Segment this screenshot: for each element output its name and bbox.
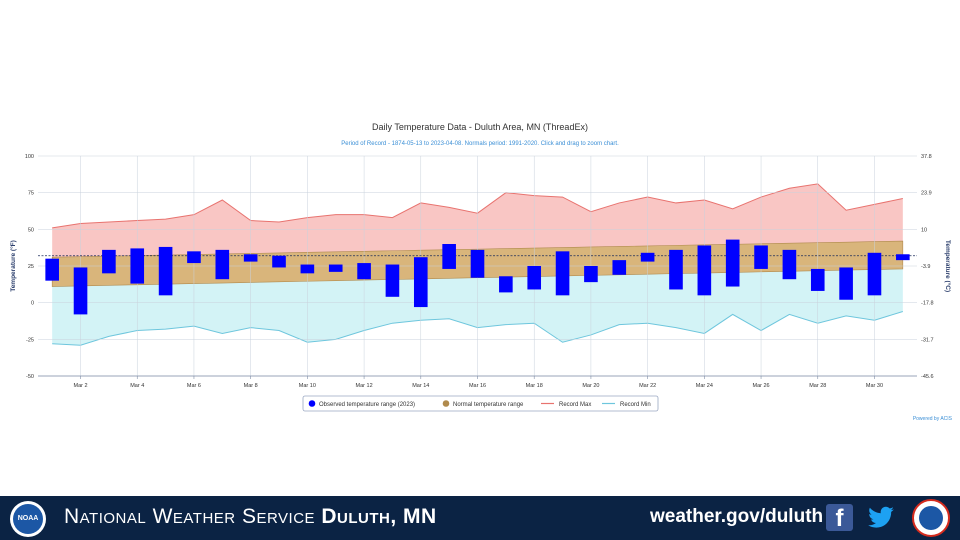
observed-range-bar[interactable] [725, 239, 740, 287]
y-tick-label-left: 25 [28, 264, 34, 270]
x-tick-label: Mar 30 [866, 383, 883, 389]
x-tick-label: Mar 6 [187, 383, 201, 389]
y-tick-label-right: -31.7 [921, 337, 934, 343]
x-tick-label: Mar 16 [469, 383, 486, 389]
x-tick-label: Mar 20 [582, 383, 599, 389]
x-tick-label: Mar 12 [356, 383, 373, 389]
twitter-icon[interactable] [866, 504, 896, 532]
observed-range-bar[interactable] [499, 276, 513, 293]
x-tick-label: Mar 4 [130, 383, 144, 389]
observed-range-bar[interactable] [782, 249, 797, 280]
y-tick-label-right: -3.9 [921, 264, 930, 270]
observed-range-bar[interactable] [555, 251, 570, 296]
observed-range-bar[interactable] [754, 245, 768, 269]
legend-normal-marker [442, 400, 450, 407]
observed-range-bar[interactable] [73, 267, 88, 315]
observed-range-bar[interactable] [385, 264, 400, 297]
noaa-logo-icon[interactable]: NOAA [10, 501, 46, 537]
y-tick-label-right: 23.9 [921, 191, 932, 197]
nws-footer-banner: NOAA National Weather Service Duluth, MN… [0, 496, 960, 540]
x-tick-label: Mar 10 [299, 383, 316, 389]
observed-range-bar[interactable] [867, 252, 882, 296]
footer-website-link[interactable]: weather.gov/duluth [650, 506, 824, 527]
observed-range-bar[interactable] [612, 260, 627, 275]
x-tick-label: Mar 8 [244, 383, 258, 389]
facebook-icon[interactable]: f [826, 504, 853, 532]
observed-range-bar[interactable] [669, 249, 683, 290]
x-tick-label: Mar 24 [696, 383, 713, 389]
observed-range-bar[interactable] [328, 264, 343, 272]
footer-title: National Weather Service Duluth, MN [64, 505, 437, 529]
y-tick-label-left: 50 [28, 227, 34, 233]
acis-credit[interactable]: Powered by ACIS [913, 416, 953, 422]
observed-range-bar[interactable] [158, 246, 173, 296]
observed-range-bar[interactable] [357, 263, 371, 280]
legend-record-max-label[interactable]: Record Max [559, 402, 591, 408]
observed-range-bar[interactable] [102, 249, 116, 274]
observed-range-bar[interactable] [442, 244, 456, 269]
x-tick-label: Mar 22 [639, 383, 656, 389]
y-tick-label-right: -45.6 [921, 374, 934, 380]
observed-range-bar[interactable] [640, 252, 655, 262]
observed-range-bar[interactable] [470, 249, 485, 278]
legend-record-min-label[interactable]: Record Min [620, 402, 651, 408]
x-tick-label: Mar 14 [412, 383, 429, 389]
x-tick-label: Mar 26 [752, 383, 769, 389]
y-axis-left-label: Temperature (°F) [9, 240, 17, 292]
observed-range-bar[interactable] [272, 255, 286, 268]
observed-range-bar[interactable] [527, 266, 542, 290]
y-tick-label-left: -50 [26, 374, 34, 380]
y-tick-label-right: -17.8 [921, 301, 934, 307]
chart-subtitle: Period of Record - 1874-05-13 to 2023-04… [341, 141, 619, 147]
x-tick-label: Mar 28 [809, 383, 826, 389]
observed-range-bar[interactable] [810, 268, 825, 291]
chart-title: Daily Temperature Data - Duluth Area, MN… [372, 122, 588, 132]
observed-range-bar[interactable] [896, 254, 910, 261]
observed-range-bar[interactable] [45, 258, 59, 281]
observed-range-bar[interactable] [243, 254, 258, 262]
y-axis-right-label: Temperature (°C) [944, 240, 952, 292]
observed-range-bar[interactable] [584, 266, 598, 283]
y-tick-label-left: 0 [31, 301, 34, 307]
y-tick-label-left: 75 [28, 191, 34, 197]
observed-range-bar[interactable] [215, 249, 230, 280]
observed-range-bar[interactable] [130, 248, 145, 284]
x-tick-label: Mar 2 [74, 383, 88, 389]
chart-legend: Observed temperature range (2023) Normal… [302, 395, 659, 412]
nws-seal-icon[interactable] [912, 499, 950, 537]
x-tick-label: Mar 18 [526, 383, 543, 389]
observed-range-bar[interactable] [300, 264, 315, 274]
legend-normal-label[interactable]: Normal temperature range [453, 402, 524, 408]
observed-range-bar[interactable] [697, 245, 712, 296]
legend-observed-marker [308, 400, 316, 407]
observed-range-bar[interactable] [187, 251, 201, 264]
noaa-logo-text: NOAA [13, 504, 43, 534]
footer-title-org: National Weather Service [64, 505, 316, 528]
temperature-chart[interactable]: 100 75 50 25 0 -25 -50 37.8 23.9 10 -3.9 -17.8 -31.… [0, 0, 960, 496]
footer-title-office: Duluth, MN [321, 505, 437, 528]
observed-range-bar[interactable] [413, 257, 428, 308]
y-tick-label-right: 37.8 [921, 154, 932, 160]
y-tick-label-left: 100 [25, 154, 34, 160]
legend-observed-label[interactable]: Observed temperature range (2023) [319, 402, 415, 408]
y-tick-label-right: 10 [921, 227, 927, 233]
observed-range-bar[interactable] [839, 267, 853, 300]
y-tick-label-left: -25 [26, 337, 34, 343]
